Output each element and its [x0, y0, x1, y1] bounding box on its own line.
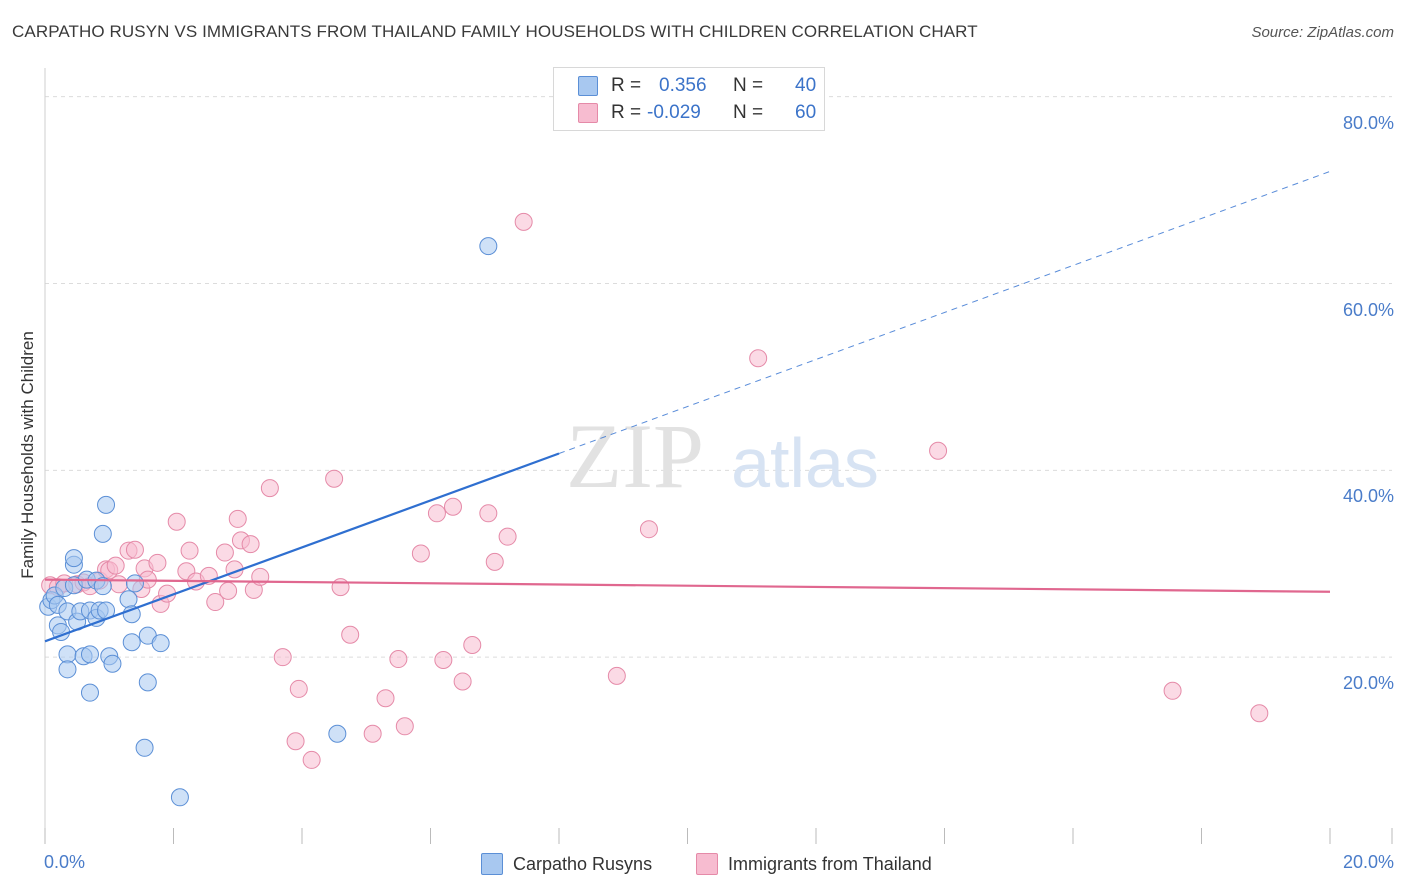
y-tick-label: 40.0% [1342, 486, 1394, 507]
point-immigrants-from-thailand [260, 479, 279, 498]
legend-n-value: 40 [795, 75, 817, 96]
point-immigrants-from-thailand [289, 679, 308, 698]
point-carpatho-rusyns [135, 738, 154, 757]
point-immigrants-from-thailand [241, 535, 260, 554]
point-immigrants-from-thailand [302, 750, 321, 769]
legend-r-label: R = [611, 75, 642, 96]
point-immigrants-from-thailand [498, 527, 517, 546]
point-immigrants-from-thailand [485, 552, 504, 571]
point-immigrants-from-thailand [273, 648, 292, 667]
correlation-legend: R = 0.356 N = 40 R = -0.029 N = 60 [553, 67, 825, 131]
trend-line-carpatho-rusyns-extension [558, 170, 1331, 454]
point-carpatho-rusyns [97, 495, 116, 514]
point-immigrants-from-thailand [286, 732, 305, 751]
y-tick-label: 60.0% [1342, 299, 1394, 320]
point-carpatho-rusyns [80, 683, 99, 702]
trend-line-carpatho-rusyns [44, 452, 560, 643]
bottom-legend-label: Immigrants from Thailand [728, 854, 932, 874]
point-immigrants-from-thailand [443, 497, 462, 516]
point-carpatho-rusyns [138, 673, 157, 692]
point-carpatho-rusyns [64, 549, 83, 568]
y-tick-label: 80.0% [1342, 112, 1394, 133]
point-immigrants-from-thailand [219, 581, 238, 600]
series-carpatho-rusyns [39, 237, 498, 807]
point-immigrants-from-thailand [639, 520, 658, 539]
point-immigrants-from-thailand [180, 541, 199, 560]
point-immigrants-from-thailand [479, 504, 498, 523]
point-immigrants-from-thailand [514, 212, 533, 231]
point-carpatho-rusyns [170, 788, 189, 807]
watermark-zip: ZIP [566, 405, 704, 507]
point-carpatho-rusyns [80, 645, 99, 664]
legend-swatch-pink [578, 103, 598, 123]
point-immigrants-from-thailand [215, 543, 234, 562]
point-carpatho-rusyns [103, 654, 122, 673]
point-immigrants-from-thailand [167, 512, 186, 531]
point-immigrants-from-thailand [749, 349, 768, 368]
point-immigrants-from-thailand [228, 509, 247, 528]
point-immigrants-from-thailand [411, 544, 430, 563]
x-tick-label-min: 0.0% [44, 852, 86, 872]
bottom-legend-swatch-pink [696, 853, 718, 875]
watermark-atlas: atlas [731, 424, 879, 502]
bottom-legend-swatch-blue [481, 853, 503, 875]
point-carpatho-rusyns [122, 633, 141, 652]
gridlines [45, 96, 1392, 658]
chart-title: CARPATHO RUSYN VS IMMIGRANTS FROM THAILA… [12, 22, 978, 41]
point-carpatho-rusyns [122, 605, 141, 624]
legend-r-label: R = [611, 102, 642, 123]
point-carpatho-rusyns [125, 574, 144, 593]
point-immigrants-from-thailand [376, 689, 395, 708]
point-immigrants-from-thailand [206, 593, 225, 612]
point-immigrants-from-thailand [453, 672, 472, 691]
point-immigrants-from-thailand [363, 724, 382, 743]
trend-lines [44, 170, 1331, 643]
point-immigrants-from-thailand [341, 625, 360, 644]
point-immigrants-from-thailand [125, 540, 144, 559]
point-immigrants-from-thailand [427, 504, 446, 523]
legend-n-label: N = [733, 102, 764, 123]
bottom-legend-label: Carpatho Rusyns [513, 854, 653, 874]
y-tick-label: 20.0% [1342, 673, 1394, 694]
point-immigrants-from-thailand [148, 553, 167, 572]
point-carpatho-rusyns [119, 590, 138, 609]
point-immigrants-from-thailand [331, 578, 350, 597]
x-tick-label-max: 20.0% [1342, 852, 1394, 872]
legend-r-value: -0.029 [647, 102, 701, 123]
point-immigrants-from-thailand [1163, 681, 1182, 700]
point-carpatho-rusyns [93, 577, 112, 596]
point-immigrants-from-thailand [1250, 704, 1269, 723]
legend-n-label: N = [733, 75, 764, 96]
point-carpatho-rusyns [328, 724, 347, 743]
point-immigrants-from-thailand [389, 650, 408, 669]
trend-line-immigrants-from-thailand [44, 578, 1331, 593]
point-immigrants-from-thailand [434, 650, 453, 669]
legend-n-value: 60 [795, 102, 817, 123]
point-carpatho-rusyns [151, 634, 170, 653]
point-carpatho-rusyns [479, 237, 498, 256]
point-immigrants-from-thailand [929, 441, 948, 460]
point-carpatho-rusyns [93, 524, 112, 543]
point-immigrants-from-thailand [106, 556, 125, 575]
point-carpatho-rusyns [58, 660, 77, 679]
axes [44, 68, 1393, 844]
point-immigrants-from-thailand [607, 666, 626, 685]
point-immigrants-from-thailand [395, 717, 414, 736]
legend-swatch-blue [578, 76, 598, 96]
legend-r-value: 0.356 [659, 75, 707, 96]
point-immigrants-from-thailand [325, 469, 344, 488]
point-immigrants-from-thailand [109, 575, 128, 594]
point-immigrants-from-thailand [463, 636, 482, 655]
source-label: Source: ZipAtlas.com [1251, 24, 1394, 41]
